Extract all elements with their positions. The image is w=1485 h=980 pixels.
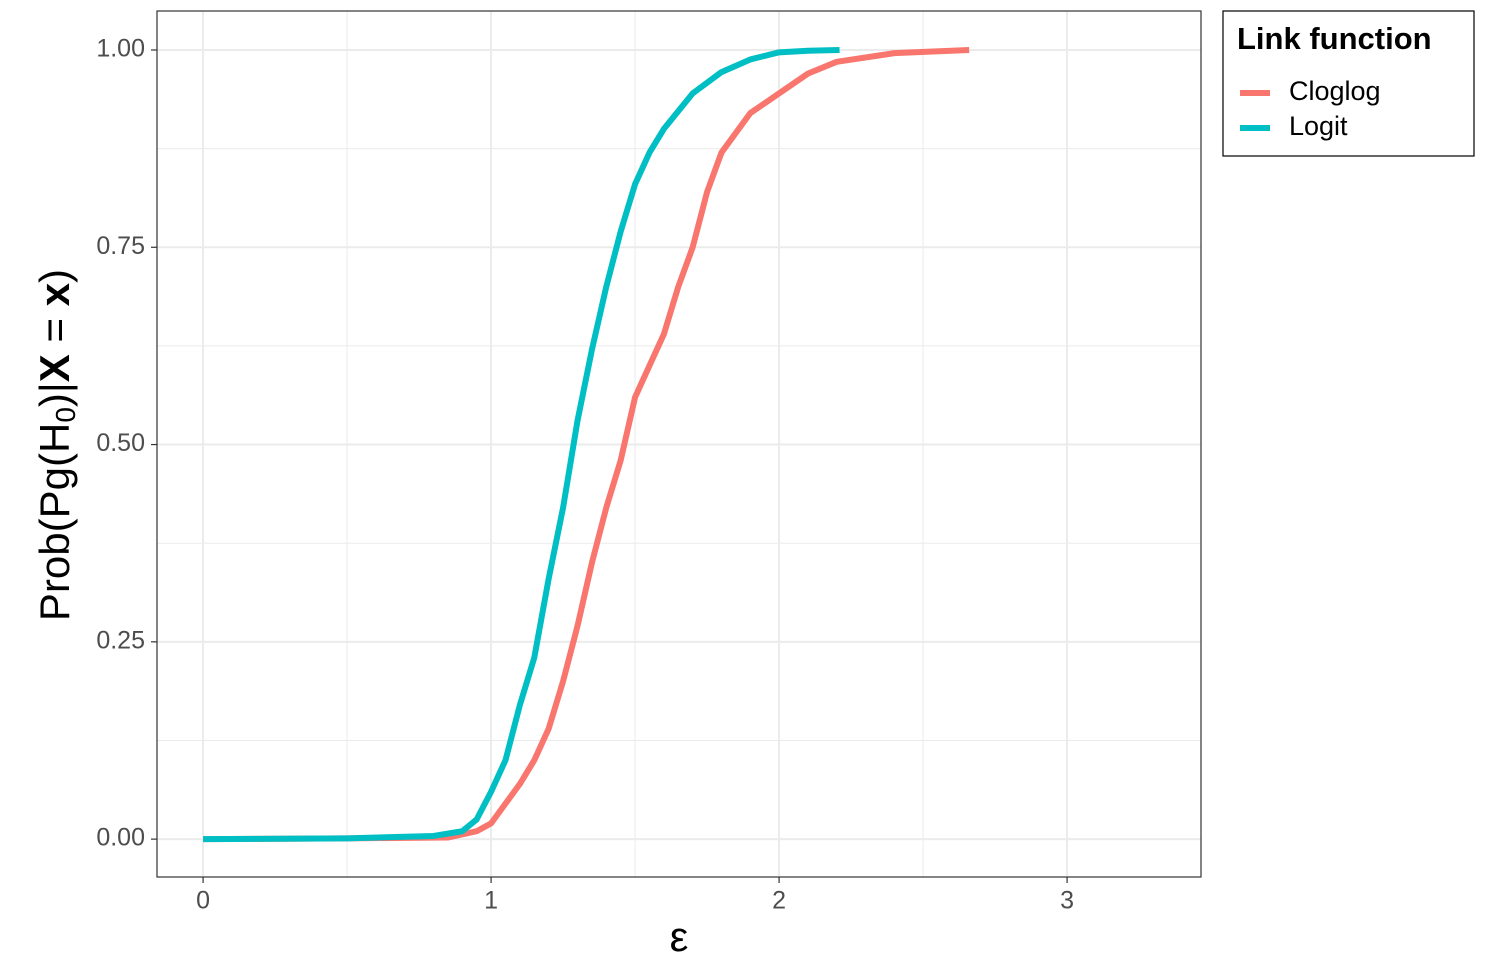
y-tick-label: 0.50 [96,429,145,457]
legend-label: Cloglog [1289,76,1381,106]
legend-title: Link function [1237,21,1432,56]
y-title-part: Prob(Pg(H [31,423,78,621]
legend-box [1222,10,1475,157]
x-axis-title: ε [670,913,689,960]
x-tick-label: 0 [196,887,210,915]
y-tick-label: 0.25 [96,626,145,654]
y-tick-label: 0.00 [96,824,145,852]
grid [157,11,1201,877]
x-tick-label: 2 [772,887,786,915]
legend-label: Logit [1289,111,1348,141]
y-title-bold: x [31,282,78,306]
x-tick-label: 3 [1060,887,1074,915]
y-tick-label: 1.00 [96,35,145,63]
y-tick-label: 0.75 [96,232,145,260]
series-line [203,46,840,843]
y-title-part: = [31,306,78,354]
x-tick-label: 1 [484,887,498,915]
y-title-sub: 0 [50,407,81,423]
y-title-part: ) [31,269,78,283]
lines [203,46,970,843]
y-title-bold: X [31,354,78,382]
y-axis-title: Prob(Pg(H0)|X = x) [31,269,81,621]
series-line [203,46,970,843]
y-title-part: )| [31,382,78,407]
